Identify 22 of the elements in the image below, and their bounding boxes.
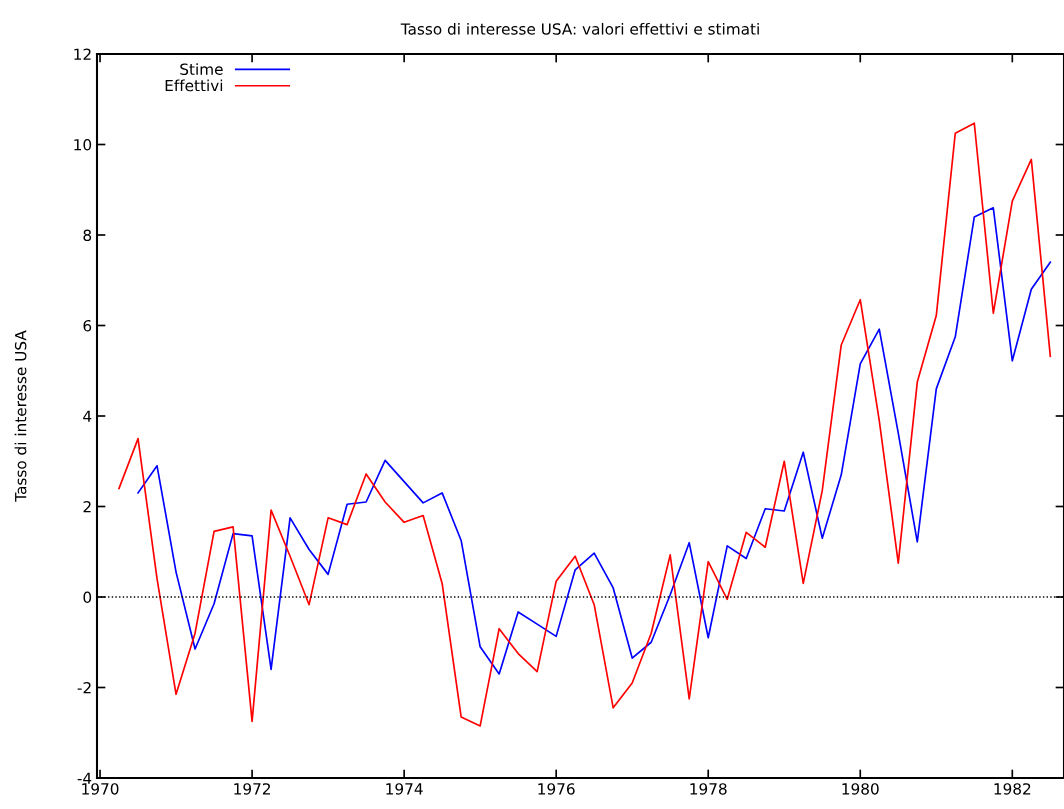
y-tick-label: -2 [77, 681, 91, 694]
x-tick-label: 1980 [842, 783, 879, 795]
y-tick-label: 2 [83, 500, 91, 513]
x-tick-label: 1970 [82, 783, 119, 795]
x-tick-label: 1976 [538, 783, 575, 795]
x-tick-label: 1978 [690, 783, 727, 795]
y-tick-label: 12 [74, 48, 91, 60]
legend-label: Stime [180, 63, 223, 75]
y-axis-title: Tasso di interesse USA [14, 330, 27, 502]
y-tick-label: 0 [83, 591, 92, 604]
y-tick-label: -4 [77, 772, 92, 784]
y-tick-label: 4 [83, 410, 92, 422]
x-tick-label: 1974 [386, 783, 423, 795]
y-tick-label: 6 [83, 319, 92, 332]
x-tick-label: 1972 [234, 783, 270, 795]
line-series [118, 122, 1052, 727]
x-tick-label: 1982 [994, 783, 1031, 795]
legend-label: Effettivi [165, 79, 223, 92]
chart-title: Tasso di interesse USA: valori effettivi e stimati [400, 22, 759, 35]
y-tick-label: 10 [74, 138, 92, 151]
y-tick-label: 8 [83, 229, 92, 242]
line-series [137, 207, 1052, 675]
